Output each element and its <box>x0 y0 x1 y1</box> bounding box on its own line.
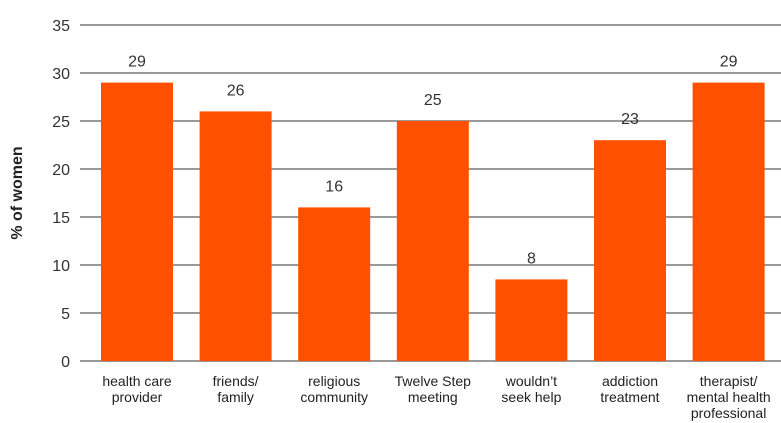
x-category-label-line: seek help <box>501 389 561 405</box>
x-category-label: therapist/mental health professional <box>687 373 771 421</box>
data-labels: 29 26 16 25 8 23 29 <box>128 54 737 268</box>
data-label: 23 <box>621 111 639 128</box>
y-tick-label: 20 <box>52 162 70 179</box>
y-axis-label: % of women <box>9 146 26 239</box>
x-category-label-line: provider <box>112 389 163 405</box>
x-category-label-line: mental health <box>687 389 771 405</box>
bar <box>396 121 469 361</box>
bar <box>594 140 666 361</box>
x-category-label-line: meeting <box>408 389 458 405</box>
x-category-label: friends/family <box>213 373 259 405</box>
x-category-label-line: treatment <box>600 389 659 405</box>
x-category-label-line: therapist/ <box>700 373 758 389</box>
x-category-label: Twelve Step meeting <box>395 373 471 405</box>
x-category-label-line: friends/ <box>213 373 259 389</box>
y-tick-label: 35 <box>52 18 70 35</box>
x-category-label-line: professional <box>691 405 767 421</box>
x-category-label-line: health care <box>102 373 171 389</box>
bar <box>199 111 272 362</box>
y-tick-labels: 0 5 10 15 20 25 30 35 <box>52 18 70 371</box>
data-label: 25 <box>424 92 442 109</box>
bar <box>692 82 765 361</box>
y-tick-label: 5 <box>61 306 70 323</box>
x-category-labels: health care provider friends/family religio… <box>102 373 770 421</box>
x-category-label-line: addiction <box>602 373 658 389</box>
x-category-label-line: religious <box>308 373 360 389</box>
y-tick-label: 15 <box>52 210 70 227</box>
data-label: 8 <box>527 250 536 267</box>
x-category-label-line: Twelve Step <box>395 373 471 389</box>
data-label: 26 <box>227 82 245 99</box>
y-tick-label: 0 <box>61 354 70 371</box>
bar <box>101 82 173 361</box>
x-category-label: religious community <box>300 373 368 405</box>
x-category-label: health care provider <box>102 373 171 405</box>
bar <box>298 207 371 361</box>
y-tick-label: 30 <box>52 66 70 83</box>
x-category-label-line: family <box>217 389 254 405</box>
data-label: 29 <box>720 54 738 71</box>
x-category-label-line: community <box>300 389 368 405</box>
bar <box>495 279 568 361</box>
x-category-label: addiction treatment <box>600 373 659 405</box>
bars <box>101 82 765 362</box>
y-tick-label: 25 <box>52 114 70 131</box>
data-label: 16 <box>325 178 343 195</box>
x-category-label: wouldn’t seek help <box>501 373 561 405</box>
data-label: 29 <box>128 54 146 71</box>
y-tick-label: 10 <box>52 258 70 275</box>
x-category-label-line: wouldn’t <box>505 373 557 389</box>
